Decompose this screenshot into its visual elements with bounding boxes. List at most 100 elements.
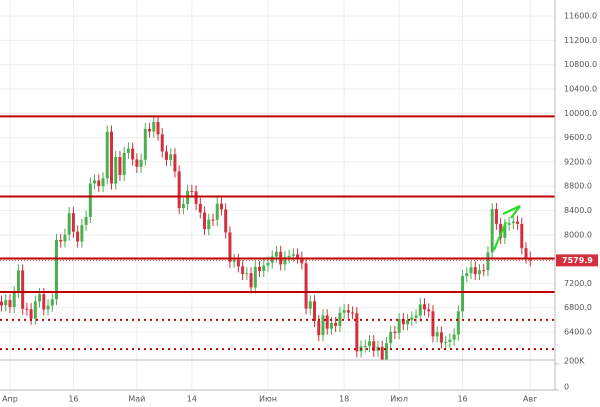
candle-body <box>88 183 92 217</box>
candle-body <box>270 256 274 263</box>
candle-body <box>300 257 304 264</box>
candle-body <box>241 266 245 275</box>
candle-body <box>380 346 384 360</box>
candle-body <box>507 223 511 225</box>
x-tick-label: Май <box>128 395 145 404</box>
plot-area <box>0 115 555 360</box>
candle-body <box>219 203 223 210</box>
candle-body <box>423 304 426 310</box>
candle-body <box>203 212 207 230</box>
candle-body <box>63 234 67 242</box>
candle-body <box>42 294 46 310</box>
candle-body <box>131 148 135 160</box>
candle-body <box>351 312 355 314</box>
candle-body <box>33 301 37 319</box>
x-tick-label: Апр <box>2 395 18 404</box>
candle-body <box>84 216 88 225</box>
y-tick-label: 8000.0 <box>564 230 592 239</box>
candle-body <box>249 273 253 288</box>
candle-body <box>224 209 228 233</box>
candle-body <box>473 267 477 275</box>
candle-body <box>452 334 456 340</box>
candle-body <box>114 157 118 184</box>
candle-body <box>363 345 367 347</box>
candle-body <box>486 252 490 271</box>
candle-body <box>494 209 498 224</box>
candle-body <box>516 221 520 224</box>
candle-body <box>152 121 156 132</box>
candle-body <box>427 309 431 312</box>
x-tick-label: 16 <box>457 395 467 404</box>
candle-body <box>25 308 29 310</box>
volume-tick-label: 200K <box>564 356 585 365</box>
candle-body <box>232 259 236 262</box>
candle-body <box>283 257 287 265</box>
candle-body <box>376 346 380 351</box>
candle-body <box>122 152 126 175</box>
candle-body <box>520 223 524 249</box>
candle-body <box>308 301 312 309</box>
y-tick-label: 8400.0 <box>564 206 592 215</box>
x-tick-label: 14 <box>187 395 197 404</box>
candle-body <box>16 270 20 293</box>
last-price-label: 7579.9 <box>562 256 593 265</box>
candle-body <box>0 301 3 306</box>
candle-body <box>448 339 452 342</box>
candle-body <box>262 265 266 271</box>
candle-body <box>181 204 185 209</box>
candle-body <box>169 154 173 160</box>
candle-body <box>397 319 401 333</box>
candle-body <box>410 317 414 321</box>
candle-body <box>393 331 397 333</box>
candle-body <box>406 320 410 325</box>
candle-body <box>355 313 359 352</box>
candle-body <box>490 209 494 253</box>
candle-body <box>105 131 109 179</box>
candle-body <box>414 315 418 318</box>
candle-body <box>215 203 219 220</box>
x-tick-label: Июн <box>259 395 277 404</box>
x-tick-label: 18 <box>339 395 349 404</box>
arrow-annotation <box>492 205 521 251</box>
candle-body <box>118 157 122 175</box>
candle-body <box>177 171 181 209</box>
candle-body <box>389 331 393 344</box>
candle-body <box>164 151 168 160</box>
x-tick-label: Июл <box>390 395 408 404</box>
candle-body <box>29 309 33 319</box>
candle-body <box>435 332 439 337</box>
candle-body <box>418 304 422 316</box>
candle-body <box>93 180 97 184</box>
candle-body <box>266 262 270 266</box>
candle-body <box>329 322 333 329</box>
candle-body <box>334 322 338 326</box>
candle-body <box>321 315 325 336</box>
candle-body <box>135 159 139 167</box>
candle-body <box>54 239 58 300</box>
candle-body <box>325 315 329 329</box>
candle-body <box>46 305 50 310</box>
candle-body <box>274 251 278 257</box>
candle-body <box>173 154 177 172</box>
candle-body <box>469 267 473 274</box>
candle-body <box>211 219 215 221</box>
grid <box>0 0 555 390</box>
candle-body <box>253 266 257 288</box>
candle-body <box>190 190 194 192</box>
candle-body <box>338 312 342 326</box>
candle-body <box>439 332 443 343</box>
x-tick-label: 16 <box>68 395 78 404</box>
candle-body <box>236 259 240 267</box>
candle-body <box>148 128 152 132</box>
candle-body <box>499 223 503 238</box>
candle-body <box>8 300 12 307</box>
candle-body <box>372 341 376 351</box>
candle-body <box>511 221 515 224</box>
axes: 6400.06800.07200.07600.08000.08400.08800… <box>2 12 598 404</box>
candle-body <box>67 213 71 235</box>
candle-body <box>21 270 25 309</box>
y-tick-label: 10400.0 <box>564 85 597 94</box>
y-tick-label: 11200.0 <box>564 36 597 45</box>
candle-body <box>304 263 308 309</box>
candle-body <box>431 311 435 337</box>
